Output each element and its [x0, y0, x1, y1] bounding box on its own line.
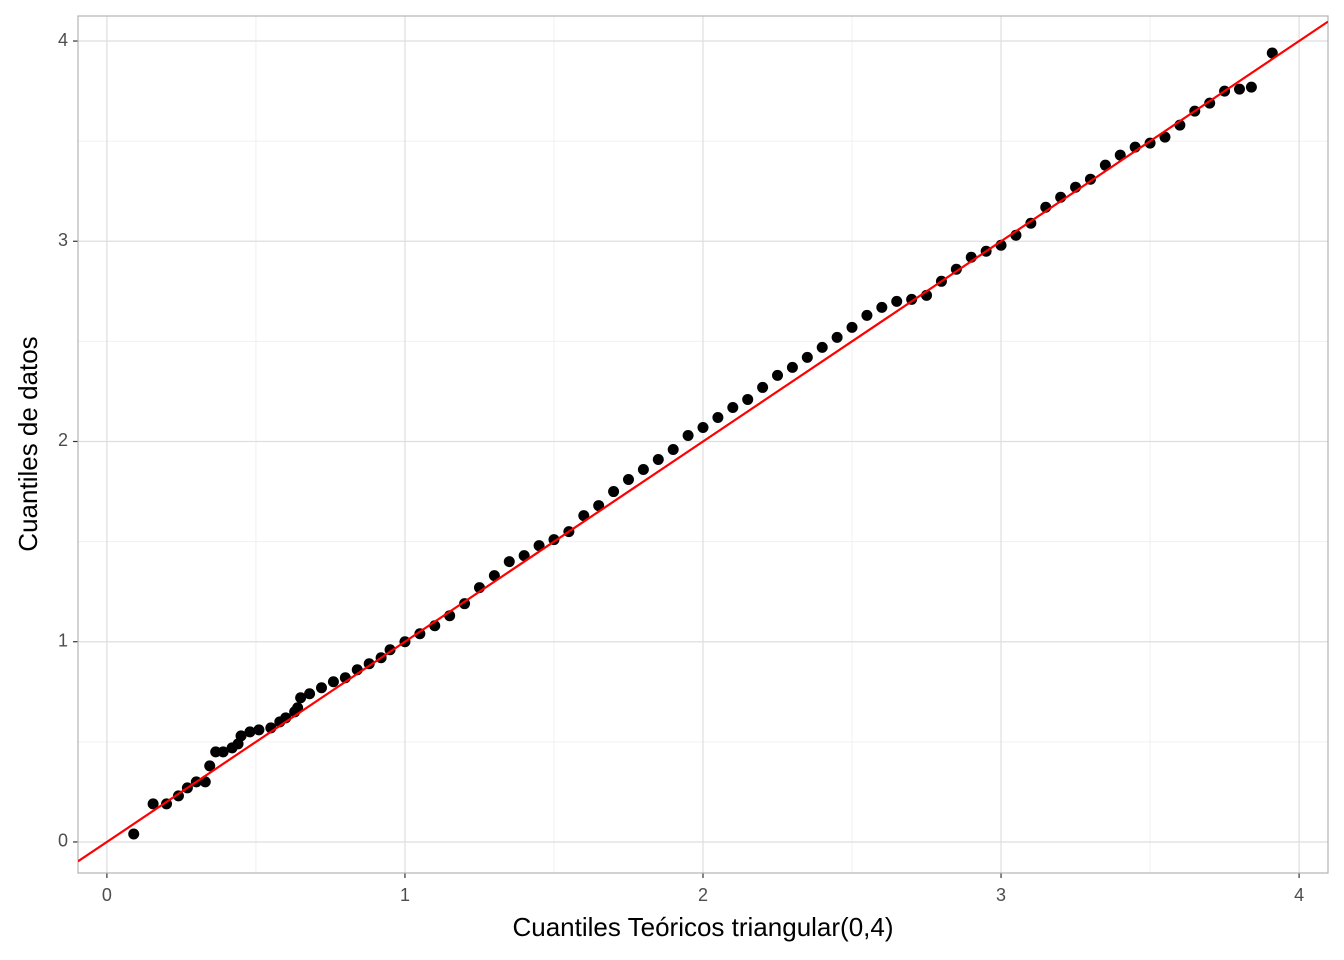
- point: [1114, 149, 1126, 161]
- point: [622, 474, 634, 486]
- point: [786, 361, 798, 373]
- point: [876, 301, 888, 313]
- point: [204, 760, 216, 772]
- point: [712, 411, 724, 423]
- point: [816, 341, 828, 353]
- point: [147, 798, 159, 810]
- point: [253, 724, 265, 736]
- point: [757, 381, 769, 393]
- point: [1099, 159, 1111, 171]
- point: [244, 726, 256, 738]
- point: [697, 421, 709, 433]
- point: [1245, 81, 1257, 93]
- point: [316, 682, 328, 694]
- x-tick-label: 2: [698, 885, 708, 905]
- point: [801, 351, 813, 363]
- y-tick-label: 2: [58, 430, 68, 450]
- point: [652, 454, 664, 466]
- point: [846, 321, 858, 333]
- reference-line: [78, 20, 1328, 863]
- y-tick-label: 1: [58, 630, 68, 650]
- point: [533, 540, 545, 552]
- point: [128, 828, 140, 840]
- x-tick-label: 3: [996, 885, 1006, 905]
- point: [503, 556, 515, 568]
- y-tick-label: 0: [58, 831, 68, 851]
- point: [1266, 47, 1278, 59]
- point: [304, 688, 316, 700]
- point: [217, 746, 229, 758]
- point: [578, 510, 590, 522]
- point: [667, 444, 679, 456]
- point: [772, 369, 784, 381]
- point: [637, 464, 649, 476]
- point: [1233, 83, 1245, 95]
- x-axis-title: Cuantiles Teóricos triangular(0,4): [512, 912, 893, 942]
- point: [1159, 131, 1171, 143]
- point: [199, 776, 211, 788]
- point: [292, 702, 304, 714]
- y-tick-label: 4: [58, 30, 68, 50]
- point: [727, 401, 739, 413]
- plot-area: [78, 20, 1328, 863]
- x-tick-label: 1: [400, 885, 410, 905]
- point: [518, 550, 530, 562]
- point: [742, 393, 754, 405]
- point: [593, 500, 605, 512]
- point: [682, 429, 694, 441]
- point: [327, 676, 339, 688]
- y-tick-label: 3: [58, 230, 68, 250]
- point: [891, 295, 903, 307]
- point: [295, 692, 307, 704]
- point: [235, 730, 247, 742]
- point: [608, 486, 620, 498]
- panel-border: [77, 15, 1329, 874]
- x-tick-label: 4: [1294, 885, 1304, 905]
- point: [861, 309, 873, 321]
- y-axis-title: Cuantiles de datos: [13, 336, 43, 551]
- point: [831, 331, 843, 343]
- x-tick-label: 0: [102, 885, 112, 905]
- point: [488, 570, 500, 582]
